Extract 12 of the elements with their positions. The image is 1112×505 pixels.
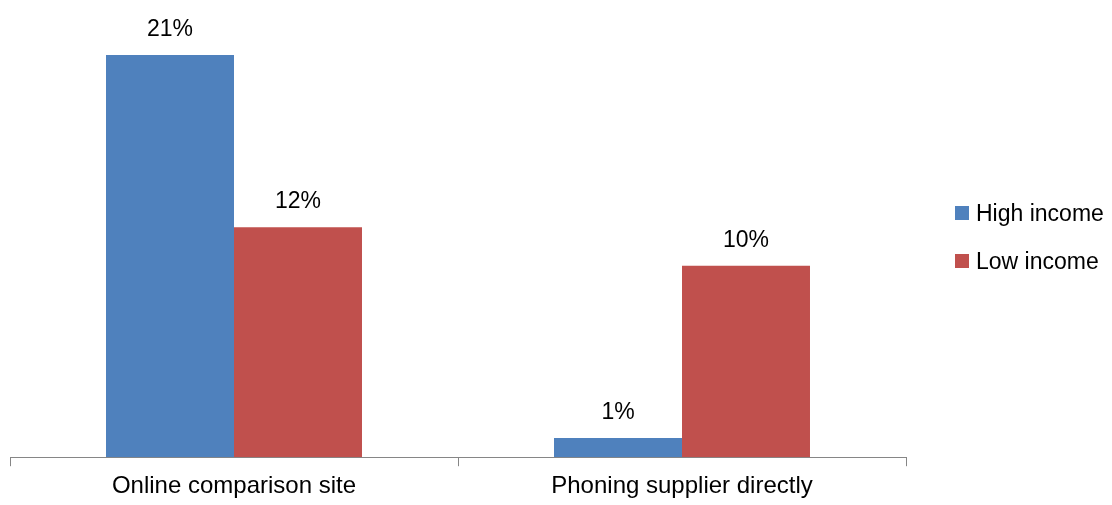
legend-label: High income: [976, 199, 1104, 227]
bar: [106, 55, 234, 458]
bar: [554, 438, 682, 458]
legend-label: Low income: [976, 247, 1099, 275]
data-label: 21%: [146, 14, 194, 41]
data-label: 12%: [274, 187, 322, 214]
bar: [234, 227, 362, 458]
x-tick-label: Online comparison site: [111, 471, 357, 499]
data-label: 1%: [601, 397, 635, 424]
x-tick-label: Phoning supplier directly: [551, 471, 813, 499]
bar: [682, 265, 810, 458]
data-label: 10%: [722, 225, 770, 252]
